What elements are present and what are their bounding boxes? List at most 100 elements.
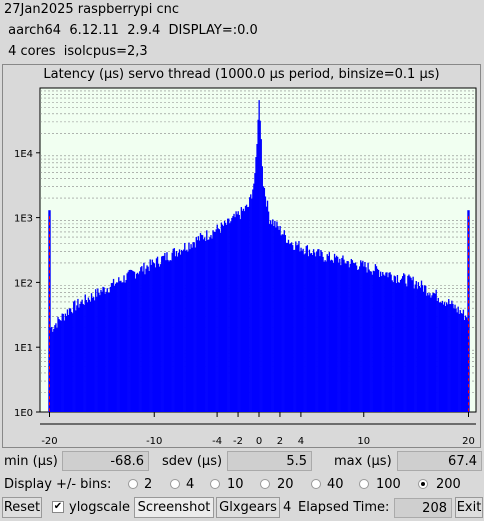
bins-option-2[interactable]: 2	[144, 477, 153, 492]
histogram-bar	[437, 297, 439, 412]
histogram-bar	[216, 224, 218, 412]
bins-option-40[interactable]: 40	[327, 477, 344, 492]
histogram-bar	[420, 280, 423, 412]
ylogscale-checkbox[interactable]: ✔	[52, 501, 64, 513]
bins-radio-40[interactable]	[311, 479, 321, 489]
histogram-bar	[346, 261, 348, 412]
histogram-bar	[419, 287, 422, 412]
histogram-bar	[61, 313, 63, 412]
histogram-bar	[465, 317, 468, 412]
histogram-bar	[125, 280, 127, 412]
screenshot-button[interactable]: Screenshot	[134, 497, 214, 518]
histogram-bar	[244, 205, 247, 412]
histogram-bar	[99, 295, 101, 412]
histogram-bar	[194, 247, 196, 412]
histogram-bar	[430, 297, 432, 412]
min-label: min (µs)	[4, 454, 58, 469]
histogram-bar	[307, 256, 310, 412]
histogram-bar	[57, 316, 59, 412]
histogram-bar	[198, 240, 201, 412]
histogram-bar	[298, 241, 300, 412]
histogram-bar	[456, 312, 458, 412]
histogram-bar	[386, 272, 388, 412]
bins-option-200[interactable]: 200	[436, 477, 461, 492]
histogram-bar	[236, 214, 238, 412]
histogram-bar	[367, 262, 369, 412]
histogram-bar	[154, 267, 157, 412]
histogram-bar	[357, 269, 360, 412]
histogram-bar	[97, 288, 99, 412]
histogram-bar	[438, 302, 440, 412]
sdev-value: 5.5	[227, 451, 312, 471]
x-tick-label: -4	[212, 436, 222, 447]
histogram-bar	[325, 261, 327, 412]
histogram-bar	[451, 300, 453, 412]
histogram-bar	[168, 261, 170, 412]
histogram-bar	[141, 266, 143, 412]
bins-option-10[interactable]: 10	[227, 477, 244, 492]
histogram-bar	[436, 301, 438, 412]
histogram-bar	[461, 313, 464, 412]
bins-option-20[interactable]: 20	[277, 477, 294, 492]
histogram-bar	[51, 326, 53, 412]
ylogscale-label[interactable]: ylogscale	[69, 500, 131, 515]
histogram-bar	[52, 331, 54, 412]
histogram-bar	[353, 263, 356, 412]
bins-option-100[interactable]: 100	[376, 477, 401, 492]
min-value: -68.6	[62, 451, 149, 471]
histogram-bar	[73, 301, 75, 412]
histogram-bar	[309, 253, 312, 412]
histogram-bar	[301, 250, 303, 412]
histogram-bar	[251, 198, 253, 412]
bins-radio-200[interactable]	[418, 479, 428, 489]
histogram-bar	[144, 274, 146, 412]
bins-radio-20[interactable]	[260, 479, 270, 489]
reset-button[interactable]: Reset	[2, 497, 42, 518]
histogram-bar	[211, 238, 213, 412]
histogram-bar	[68, 308, 71, 412]
histogram-bar	[422, 291, 425, 412]
histogram-bar	[322, 256, 324, 412]
histogram-bar	[297, 244, 299, 412]
histogram-bar	[337, 256, 339, 412]
histogram-bar	[171, 252, 173, 412]
histogram-bar	[442, 304, 445, 412]
histogram-bar	[412, 276, 414, 412]
bins-radio-100[interactable]	[359, 479, 369, 489]
histogram-bar	[300, 247, 302, 412]
histogram-bar	[155, 258, 158, 412]
histogram-bar	[204, 237, 206, 412]
exit-button[interactable]: Exit	[455, 497, 483, 518]
histogram-bar	[366, 272, 368, 412]
elapsed-label: Elapsed Time:	[298, 500, 390, 515]
histogram-bar	[385, 272, 387, 412]
histogram-bar	[464, 315, 467, 412]
bins-option-4[interactable]: 4	[186, 477, 195, 492]
histogram-bar	[284, 235, 287, 412]
histogram-bar	[111, 282, 114, 412]
histogram-bar	[101, 291, 103, 412]
histogram-bar	[72, 313, 74, 412]
histogram-bar	[415, 281, 417, 412]
histogram-bar	[440, 302, 443, 412]
histogram-bar	[238, 214, 240, 412]
bins-radio-4[interactable]	[170, 479, 180, 489]
bins-radio-10[interactable]	[210, 479, 220, 489]
histogram-bar	[59, 320, 61, 412]
histogram-bar	[134, 278, 137, 412]
histogram-bar	[374, 264, 377, 412]
histogram-bar	[433, 293, 435, 412]
histogram-bar	[196, 240, 199, 412]
histogram-bar	[383, 274, 385, 412]
y-tick-label: 1E0	[14, 408, 33, 419]
glxgears-button[interactable]: Glxgears	[216, 497, 280, 518]
histogram-bar	[287, 239, 290, 412]
histogram-bar	[282, 234, 284, 412]
bins-radio-2[interactable]	[128, 479, 138, 489]
histogram-bar	[87, 297, 90, 412]
histogram-bar	[53, 328, 55, 412]
histogram-bar	[85, 300, 87, 412]
histogram-bar	[343, 259, 345, 412]
histogram-bar	[112, 278, 115, 412]
histogram-bar	[153, 263, 156, 412]
